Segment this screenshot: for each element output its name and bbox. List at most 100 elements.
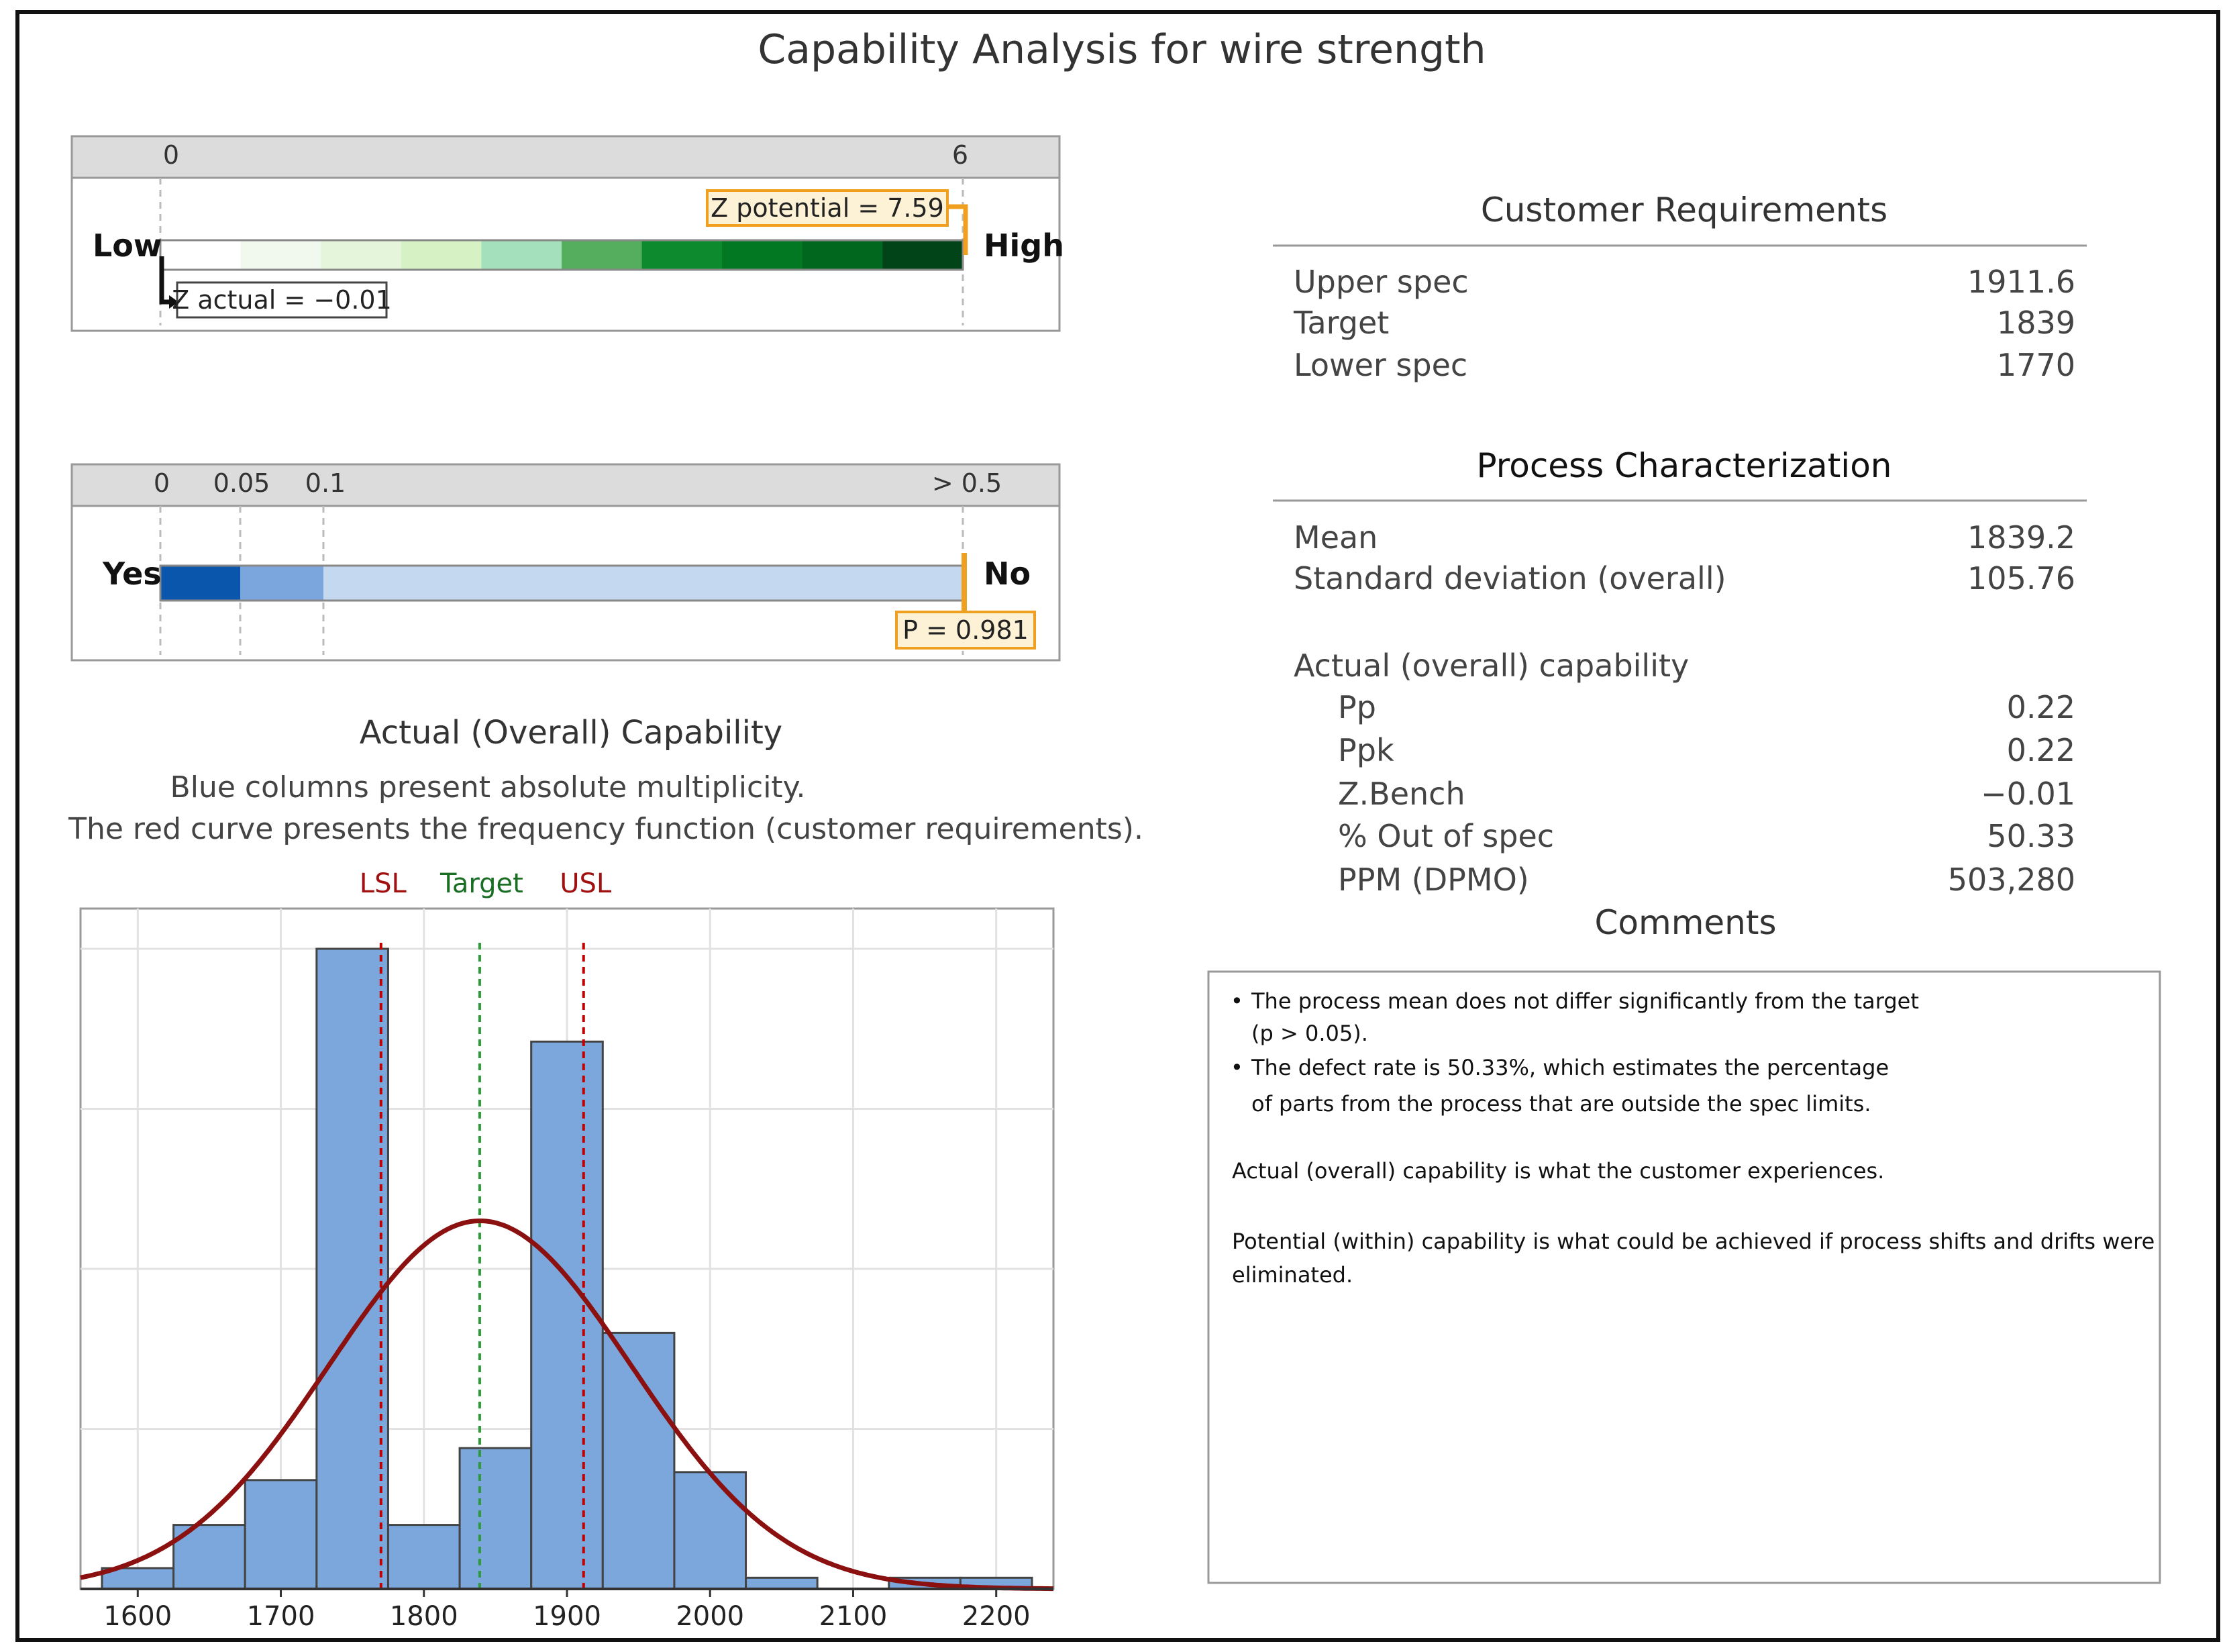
z-gauge-bar-outline bbox=[159, 239, 964, 271]
out-of-spec-value: 50.33 bbox=[1987, 818, 2075, 854]
comments-box bbox=[1207, 970, 2161, 1584]
histogram-bar-9 bbox=[673, 1471, 747, 1590]
z-gauge-band-9 bbox=[802, 240, 883, 270]
out-of-spec-label: % Out of spec bbox=[1338, 818, 1554, 854]
process-characterization-section: Process Characterization Mean 1839.2 Sta… bbox=[1273, 446, 2087, 898]
std-dev-value: 105.76 bbox=[1967, 560, 2075, 597]
p-gauge-tick-label-05: > 0.5 bbox=[932, 468, 1002, 498]
ppm-value: 503,280 bbox=[1948, 862, 2075, 898]
z-actual-label-box bbox=[176, 281, 388, 319]
histogram-bars bbox=[101, 947, 1033, 1590]
x-tick-label: 1600 bbox=[103, 1601, 172, 1632]
z-potential-label-box bbox=[706, 189, 949, 227]
histogram-bar-6 bbox=[458, 1447, 533, 1590]
p-gauge-tick-label-01: 0.1 bbox=[305, 468, 346, 498]
comment-paragraph-2-line-2: eliminated. bbox=[1232, 1262, 1353, 1288]
z-potential-label: Z potential = 7.59 bbox=[711, 193, 944, 223]
lower-spec-value: 1770 bbox=[1997, 347, 2075, 383]
z-gauge-tick-label-6: 6 bbox=[952, 140, 968, 170]
x-axis-ticks: 1600 1700 1800 1900 2000 2100 2200 bbox=[103, 1589, 1031, 1632]
histogram-subtitle-1: Blue columns present absolute multiplici… bbox=[170, 770, 806, 805]
x-tick-label: 2000 bbox=[676, 1601, 744, 1632]
comment-paragraph-2-line-1: Potential (within) capability is what co… bbox=[1232, 1229, 2155, 1254]
z-gauge-high-label: High bbox=[984, 227, 1064, 264]
histogram-bar-4 bbox=[315, 947, 389, 1590]
histogram-bar-8 bbox=[601, 1331, 676, 1590]
actual-capability-heading: Actual (overall) capability bbox=[1294, 648, 1689, 684]
z-gauge-band-10 bbox=[882, 240, 964, 270]
lsl-label: LSL bbox=[360, 868, 407, 899]
x-tick-label: 1700 bbox=[247, 1601, 315, 1632]
p-gauge: 0 0.05 0.1 > 0.5 Yes No P = 0.981 bbox=[70, 463, 1061, 662]
ppk-label: Ppk bbox=[1338, 732, 1394, 768]
histogram-bar-3 bbox=[244, 1479, 318, 1590]
histogram-reference-lines: LSL Target USL bbox=[360, 868, 612, 1589]
comment-bullet-2-line-2: of parts from the process that are outsi… bbox=[1251, 1091, 1871, 1117]
z-gauge-tick-label-0: 0 bbox=[163, 140, 179, 170]
zbench-value: −0.01 bbox=[1981, 776, 2075, 812]
customer-requirements-heading: Customer Requirements bbox=[1481, 191, 1887, 229]
usl-label: USL bbox=[560, 868, 612, 899]
z-gauge-band-5 bbox=[481, 240, 562, 270]
z-gauge-band-6 bbox=[562, 240, 643, 270]
p-gauge-no-label: No bbox=[984, 556, 1031, 592]
histogram-bar-10 bbox=[745, 1576, 819, 1590]
p-gauge-band-1 bbox=[160, 566, 240, 601]
p-gauge-band-3 bbox=[323, 566, 963, 601]
comment-paragraph-1: Actual (overall) capability is what the … bbox=[1232, 1158, 1884, 1184]
pp-value: 0.22 bbox=[2007, 689, 2075, 725]
z-actual-label: Z actual = −0.01 bbox=[172, 285, 392, 315]
z-gauge-band-4 bbox=[401, 240, 482, 270]
report-title: Capability Analysis for wire strength bbox=[758, 26, 1486, 73]
x-tick-label: 1900 bbox=[533, 1601, 601, 1632]
target-value: 1839 bbox=[1997, 305, 2075, 341]
histogram-bar-5 bbox=[386, 1524, 461, 1590]
p-gauge-band-2 bbox=[240, 566, 323, 601]
pp-label: Pp bbox=[1338, 689, 1376, 725]
p-gauge-tick-label-005: 0.05 bbox=[213, 468, 270, 498]
target-label: Target bbox=[439, 868, 523, 899]
z-gauge-band-1 bbox=[160, 240, 242, 270]
z-gauge-band-3 bbox=[321, 240, 402, 270]
mean-value: 1839.2 bbox=[1967, 519, 2075, 556]
z-gauge-color-bar bbox=[159, 239, 964, 271]
comment-bullet-1-mark: • bbox=[1231, 988, 1243, 1014]
comment-bullet-1-line-1: The process mean does not differ signifi… bbox=[1251, 988, 1919, 1014]
ppk-value: 0.22 bbox=[2007, 732, 2075, 768]
x-tick-label: 1800 bbox=[390, 1601, 458, 1632]
normal-curve bbox=[80, 1219, 1053, 1592]
upper-spec-label: Upper spec bbox=[1294, 264, 1469, 300]
p-gauge-yes-label: Yes bbox=[102, 556, 162, 592]
mean-label: Mean bbox=[1294, 519, 1378, 556]
histogram-subtitle-2: The red curve presents the frequency fun… bbox=[68, 812, 1143, 846]
x-tick-label: 2200 bbox=[962, 1601, 1031, 1632]
z-gauge: 0 6 Low High Z potential = 7.59 Z actual… bbox=[70, 135, 1064, 332]
target-label: Target bbox=[1293, 305, 1389, 341]
x-tick-label: 2100 bbox=[819, 1601, 888, 1632]
z-potential-marker bbox=[942, 204, 968, 255]
comment-bullet-2-mark: • bbox=[1231, 1055, 1243, 1080]
z-actual-arrow bbox=[169, 295, 178, 309]
std-dev-label: Standard deviation (overall) bbox=[1294, 560, 1726, 597]
z-gauge-band-2 bbox=[240, 240, 321, 270]
z-gauge-low-label: Low bbox=[93, 227, 162, 264]
lower-spec-label: Lower spec bbox=[1294, 347, 1467, 383]
histogram-title: Actual (Overall) Capability bbox=[360, 714, 782, 752]
z-gauge-band-7 bbox=[641, 240, 723, 270]
histogram-chart: LSL Target USL 1600 1700 1800 1900 2000 2100 220… bbox=[79, 868, 1055, 1632]
ppm-label: PPM (DPMO) bbox=[1338, 862, 1529, 898]
p-gauge-color-bar bbox=[159, 564, 964, 602]
comment-bullet-1-line-2: (p > 0.05). bbox=[1251, 1021, 1368, 1046]
comment-bullet-2-line-1: The defect rate is 50.33%, which estimat… bbox=[1251, 1055, 1889, 1080]
process-characterization-heading: Process Characterization bbox=[1477, 446, 1892, 485]
p-value-label: P = 0.981 bbox=[902, 615, 1029, 645]
comments-heading: Comments bbox=[1594, 903, 1776, 942]
z-gauge-band-8 bbox=[722, 240, 803, 270]
customer-requirements-section: Customer Requirements Upper spec 1911.6 … bbox=[1273, 191, 2087, 383]
upper-spec-value: 1911.6 bbox=[1967, 264, 2075, 300]
z-gauge-scale-strip bbox=[70, 135, 1061, 179]
comments-section: Comments • The process mean does not dif… bbox=[1207, 903, 2161, 1584]
p-value-label-box bbox=[895, 611, 1036, 650]
histogram-bar-7 bbox=[530, 1040, 604, 1590]
